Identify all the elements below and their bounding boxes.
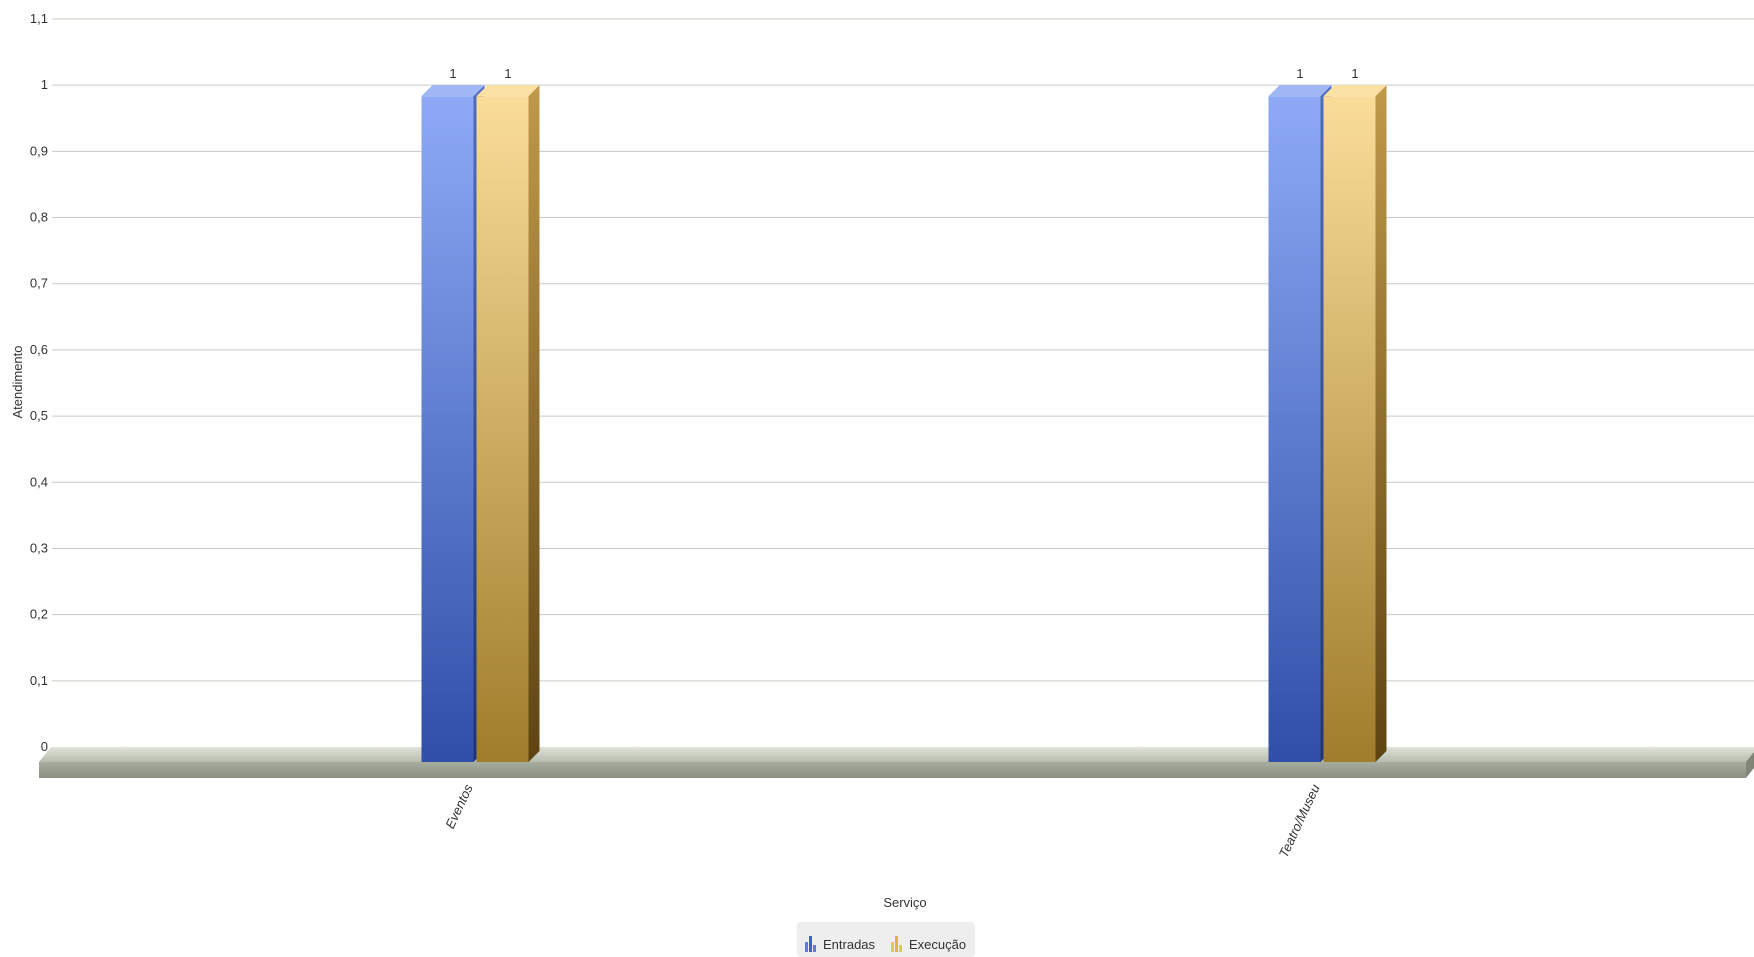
x-tick-label: Eventos <box>442 781 476 830</box>
y-axis-title: Atendimento <box>10 346 25 419</box>
bar-chart-icon <box>891 936 902 952</box>
bar-side <box>1375 85 1387 762</box>
bar-front <box>1268 96 1321 762</box>
legend: Entradas Execução <box>797 922 975 957</box>
bar-top <box>1323 85 1387 97</box>
data-labels: 1 1 1 1 <box>449 66 1358 81</box>
bar-execução[interactable] <box>1323 85 1387 762</box>
data-label: 1 <box>1296 66 1303 81</box>
y-tick-label: 1,1 <box>30 11 48 26</box>
legend-label-entradas: Entradas <box>823 937 876 952</box>
legend-item-execucao[interactable]: Execução <box>891 936 966 952</box>
floor-top <box>39 747 1754 762</box>
legend-item-entradas[interactable]: Entradas <box>805 936 876 952</box>
bar-top <box>1268 85 1332 97</box>
bar-top <box>421 85 485 97</box>
y-tick-label: 0 <box>41 739 48 754</box>
bar-chart-icon <box>805 936 816 952</box>
bar-side <box>528 85 540 762</box>
y-tick-label: 0,5 <box>30 408 48 423</box>
bar-front <box>1323 96 1376 762</box>
bar-top <box>476 85 540 97</box>
floor-front <box>39 762 1746 778</box>
legend-label-execucao: Execução <box>909 937 966 952</box>
chart-floor <box>39 747 1754 778</box>
y-tick-label: 0,3 <box>30 540 48 555</box>
y-axis-ticks: 0 0,1 0,2 0,3 0,4 0,5 0,6 0,7 0,8 0,9 1 1,1 <box>30 11 48 754</box>
x-axis-title: Serviço <box>883 895 926 910</box>
floor-side <box>1746 752 1754 778</box>
y-tick-label: 0,9 <box>30 143 48 158</box>
legend-background <box>797 922 975 957</box>
bar-front <box>421 96 474 762</box>
y-tick-label: 0,1 <box>30 673 48 688</box>
bars <box>421 85 1387 762</box>
bar-entradas[interactable] <box>421 85 485 762</box>
data-label: 1 <box>449 66 456 81</box>
x-tick-label: Teatro/Museu <box>1276 782 1323 860</box>
y-tick-label: 0,4 <box>30 474 48 489</box>
y-tick-label: 0,8 <box>30 210 48 225</box>
bar-entradas[interactable] <box>1268 85 1332 762</box>
gridlines <box>52 18 1754 682</box>
y-tick-label: 1 <box>41 77 48 92</box>
y-tick-label: 0,7 <box>30 276 48 291</box>
bar-front <box>476 96 529 762</box>
x-axis-ticks: Eventos Teatro/Museu <box>442 781 1322 859</box>
bar-execução[interactable] <box>476 85 540 762</box>
data-label: 1 <box>504 66 511 81</box>
data-label: 1 <box>1351 66 1358 81</box>
y-tick-label: 0,6 <box>30 342 48 357</box>
y-tick-label: 0,2 <box>30 607 48 622</box>
